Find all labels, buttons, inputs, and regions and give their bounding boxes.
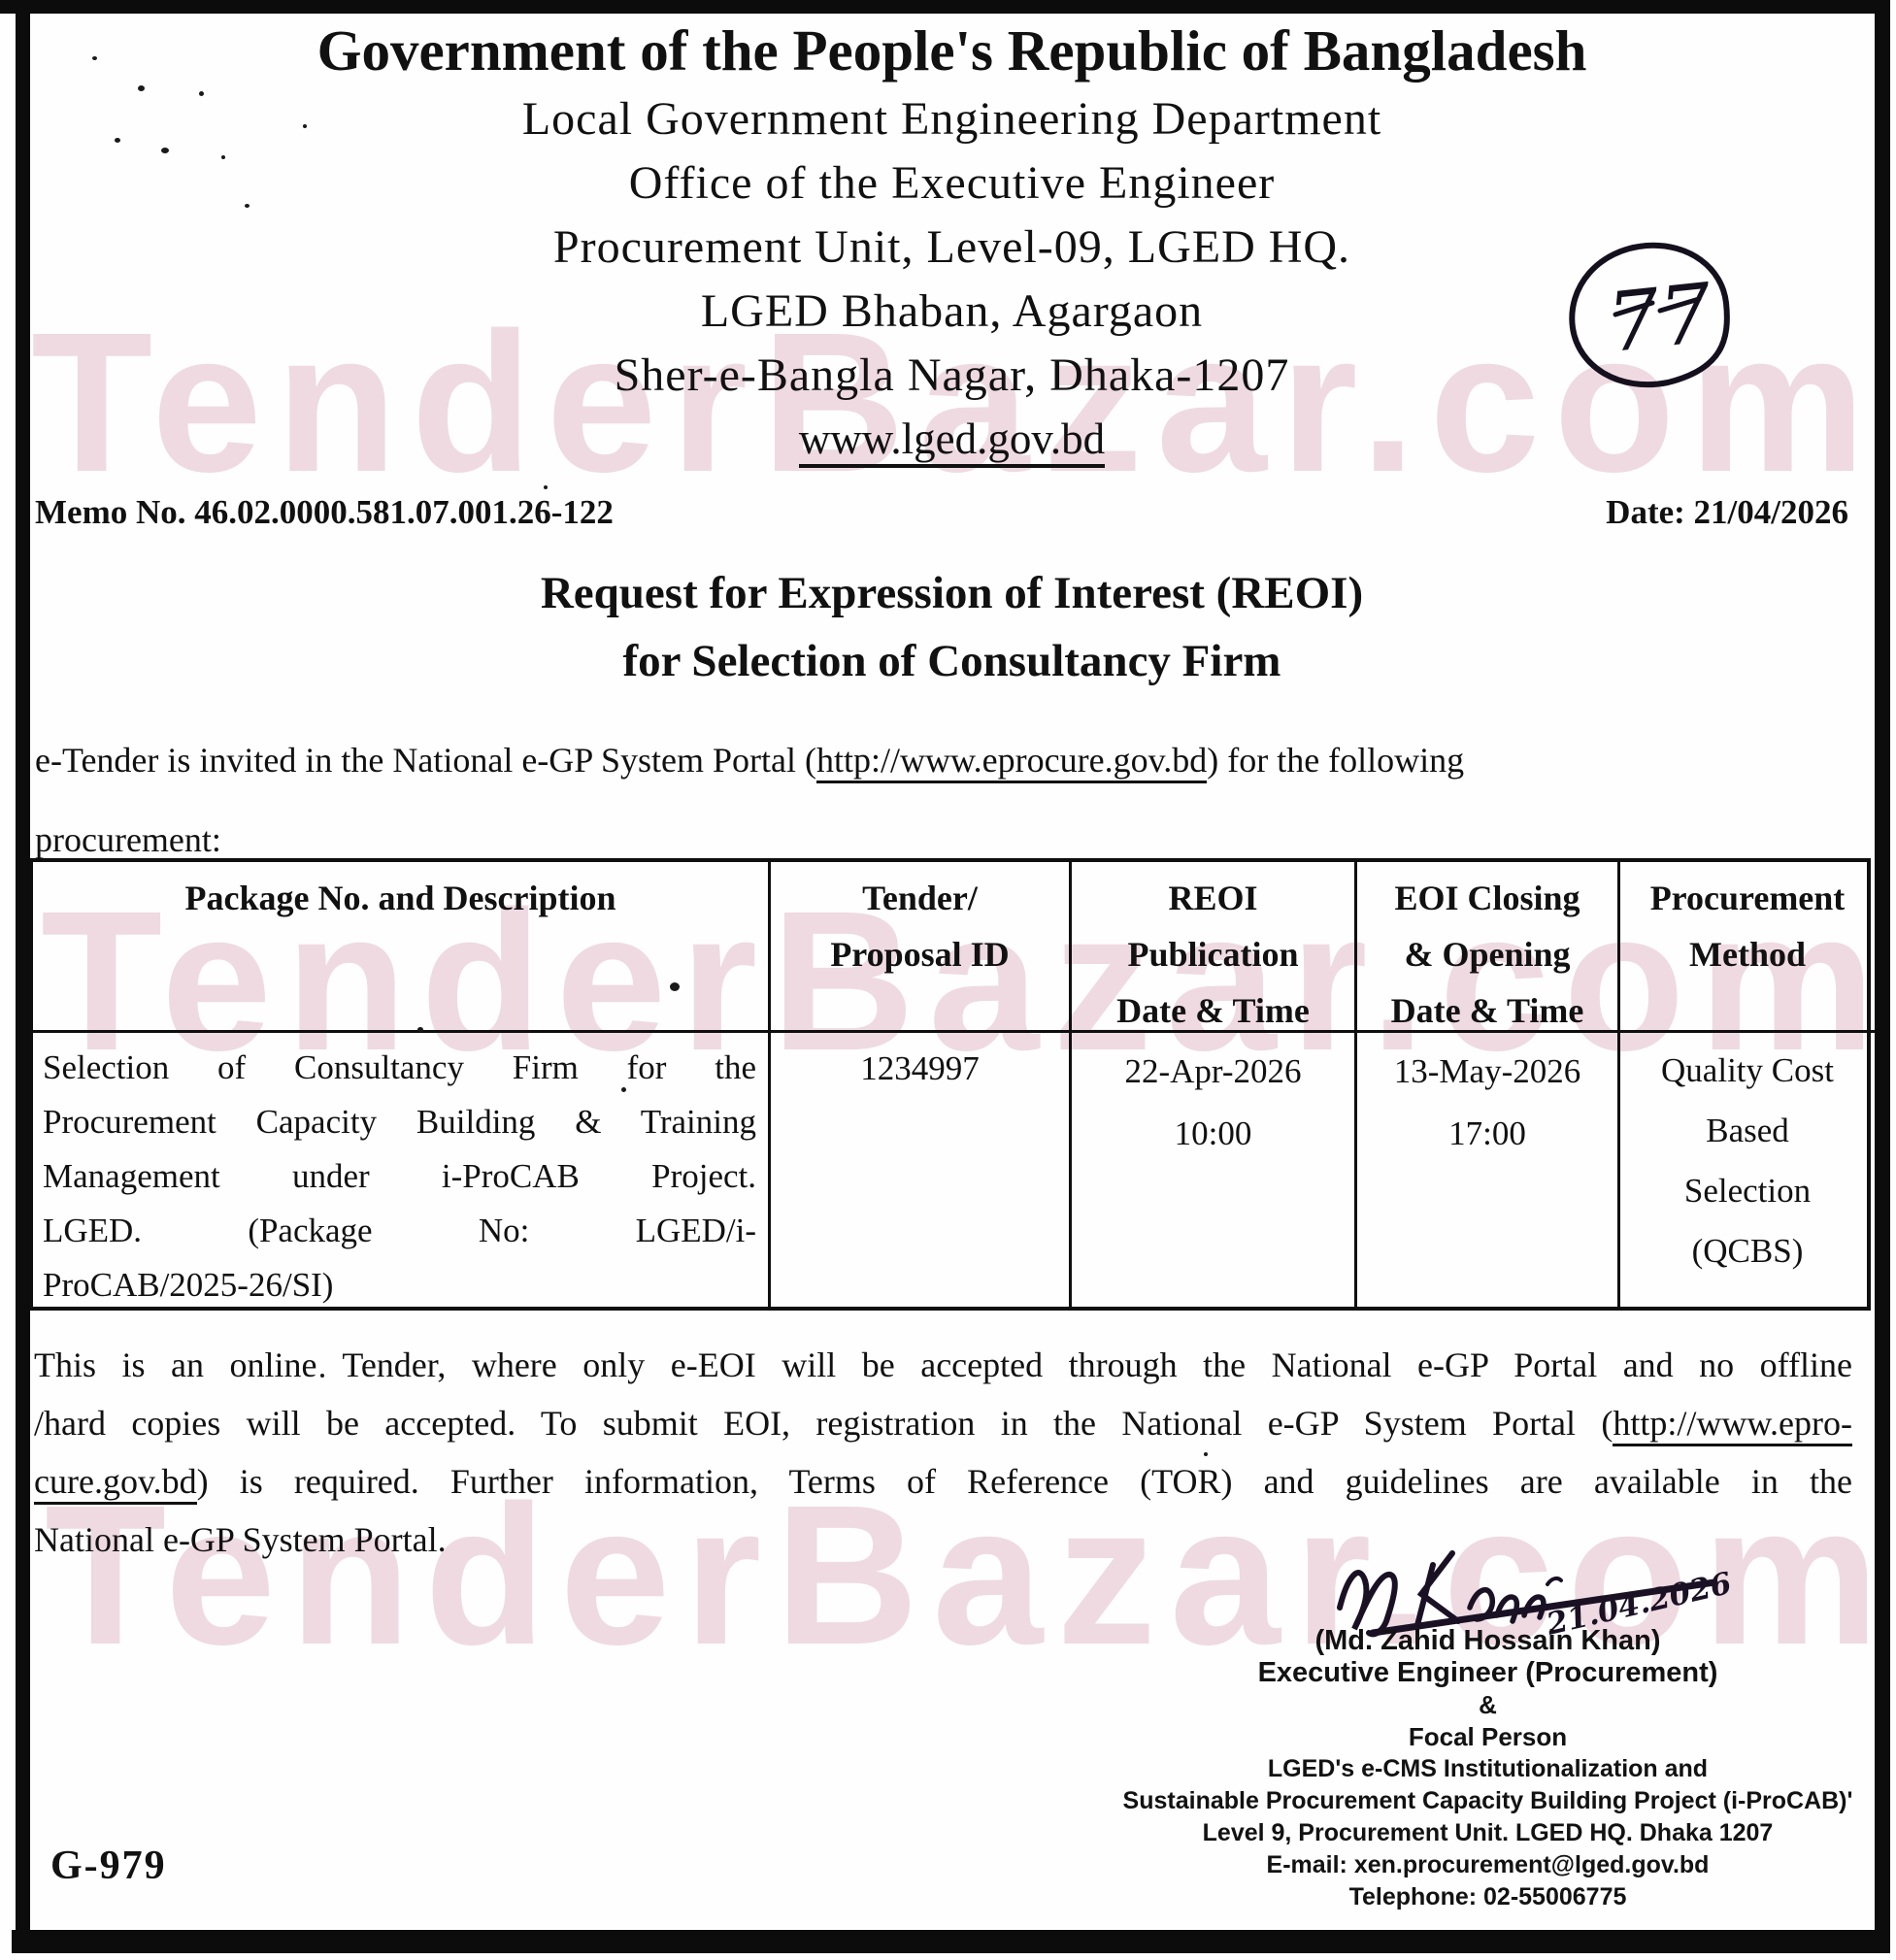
ink-speck [320, 1374, 324, 1378]
notice-line-1: This is an online Tender, where only e-E… [34, 1345, 1852, 1384]
intro-line-1: e-Tender is invited in the National e-GP… [35, 720, 1855, 800]
sig-strike-line [1369, 1578, 1718, 1637]
scan-frame-right [1875, 0, 1890, 1942]
memo-date: Date: 21/04/2026 [1606, 493, 1848, 531]
signature-block: (Md. Zahid Hossain Khan) Executive Engin… [1112, 1625, 1864, 1913]
cell-tender-id: 1234997 [771, 1033, 1072, 1307]
ink-speck [544, 485, 548, 489]
eprocure-link-wrapped[interactable]: http://www.epro- [1613, 1404, 1852, 1446]
cell-procurement-method: Quality Cost Based Selection (QCBS) [1661, 1051, 1834, 1270]
scan-frame-bottom [12, 1930, 1890, 1953]
scan-frame-top [0, 0, 1888, 14]
building-line: LGED Bhaban, Agargaon [700, 285, 1204, 337]
signature-phone: Telephone: 02-55006775 [1348, 1883, 1627, 1910]
footer-code: G-979 [50, 1844, 167, 1888]
ink-speck [303, 124, 307, 128]
eprocure-link[interactable]: http://www.eprocure.gov.bd [815, 741, 1208, 783]
signature-org-2: Sustainable Procurement Capacity Buildin… [1122, 1787, 1853, 1814]
lged-website-link[interactable]: www.lged.gov.bd [798, 415, 1106, 468]
office-line: Office of the Executive Engineer [628, 157, 1276, 209]
sig-k [1414, 1550, 1461, 1628]
gov-title: Government of the People's Republic of B… [316, 18, 1587, 83]
watermark-tenderbazar-1: TenderBazar.com [31, 291, 1879, 514]
ink-speck [199, 91, 204, 96]
sig-m-loops [1337, 1570, 1398, 1638]
handwritten-circled-number: 77 [1569, 242, 1730, 388]
page-number-text: 77 [1604, 265, 1717, 371]
intro-line-2: procurement: [35, 820, 221, 859]
watermark-tenderbazar-3: TenderBazar.com [45, 1464, 1893, 1686]
ink-blotch [670, 982, 680, 991]
address-line: Sher-e-Bangla Nagar, Dhaka-1207 [614, 349, 1290, 401]
cell-eoi-closing: 13-May-2026 17:00 [1357, 1033, 1620, 1307]
col-header-procurement-method: Procurement Method [1620, 862, 1875, 1033]
title-line-1: Request for Expression of Interest (REOI… [540, 568, 1364, 618]
col-header-reoi-publication: REOI Publication Date & Time [1072, 862, 1357, 1033]
notice-line-2: /hard copies will be accepted. To submit… [34, 1394, 1852, 1452]
letterhead: Government of the People's Republic of B… [29, 14, 1875, 470]
col-header-tender-id: Tender/ Proposal ID [771, 862, 1072, 1033]
cell-reoi-publication: 22-Apr-2026 10:00 [1072, 1033, 1357, 1307]
title-line-2: for Selection of Consultancy Firm [622, 636, 1281, 686]
col-header-eoi-closing: EOI Closing & Opening Date & Time [1357, 862, 1620, 1033]
procurement-table: Package No. and Description Tender/ Prop… [29, 858, 1875, 1311]
signatory-focal: Focal Person [1408, 1722, 1568, 1751]
ink-speck [245, 204, 249, 208]
signatory-role: Executive Engineer (Procurement) [1257, 1657, 1718, 1688]
unit-line: Procurement Unit, Level-09, LGED HQ. [552, 221, 1351, 273]
signature-org-1: LGED's e-CMS Institutionalization and [1267, 1755, 1709, 1782]
circle-stroke [1569, 242, 1730, 388]
ink-speck [138, 85, 145, 91]
notice-line-4: National e-GP System Portal. [34, 1520, 447, 1559]
ink-speck [115, 138, 120, 143]
document-title: Request for Expression of Interest (REOI… [29, 559, 1875, 695]
memo-row: Memo No. 46.02.0000.581.07.001.26-122 Da… [35, 493, 1848, 532]
ink-speck [161, 148, 169, 153]
ink-speck [221, 155, 225, 159]
ink-speck [621, 1087, 626, 1092]
intro-paragraph: e-Tender is invited in the National e-GP… [35, 720, 1855, 880]
signature-org-3: Level 9, Procurement Unit. LGED HQ. Dhak… [1202, 1819, 1774, 1846]
department-line: Local Government Engineering Department [521, 93, 1382, 145]
col-header-package: Package No. and Description [33, 862, 771, 1033]
sig-flourish [1546, 1576, 1563, 1586]
watermark-tenderbazar-2: TenderBazar.com [41, 870, 1889, 1092]
notice-paragraph: This is an online Tender, where only e-E… [34, 1336, 1852, 1569]
ink-speck [92, 56, 97, 60]
cell-package-description: Selection of Consultancy Firm for the Pr… [33, 1033, 771, 1307]
signatory-name: (Md. Zahid Hossain Khan) [1314, 1625, 1661, 1656]
scan-frame-left [16, 0, 30, 1948]
ink-speck [417, 1027, 423, 1032]
memo-number: Memo No. 46.02.0000.581.07.001.26-122 [35, 493, 614, 531]
notice-line-3: cure.gov.bd) is required. Further inform… [34, 1452, 1852, 1511]
ink-speck [1204, 1452, 1208, 1456]
handwritten-signature: 21.04.2026 [1337, 1550, 1735, 1643]
signature-email: E-mail: xen.procurement@lged.gov.bd [1266, 1851, 1710, 1878]
signature-amp: & [1479, 1690, 1497, 1719]
seven-crossbars [1613, 296, 1702, 317]
